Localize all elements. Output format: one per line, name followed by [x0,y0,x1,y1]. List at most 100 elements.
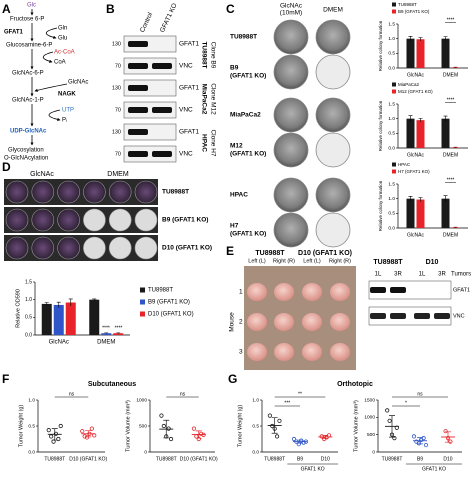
legend-label: M12 (GFAT1 KO) [398,89,433,94]
cell-line: MiaPaCa2 [200,84,207,115]
y-tick-label: 0.0 [388,225,395,231]
band-label: VNC [453,313,465,319]
error-bar [51,428,58,441]
y-tick-label: 1.0 [25,297,32,303]
clone: Clone B9 [209,42,216,69]
significance: **** [447,97,455,103]
error-bar [322,435,329,439]
column-header: (10mM) [280,10,302,17]
bar [41,303,52,335]
significance: ** [298,391,302,397]
error-bar [44,302,49,306]
data-point [80,429,85,434]
pathway-node: CoA [54,60,66,66]
panel-label: D [2,160,11,174]
x-tick-label: D10 [321,456,330,462]
y-tick-label: 1.5 [388,181,395,187]
data-point [89,426,94,431]
error-bar [453,66,458,68]
figure-content: A B C D E F G Glc Fructose 6-P GFAT1 Gln Glu Glucosa… [2,2,471,472]
y-tick-label: 0.5 [25,315,32,321]
error-bar [445,431,451,443]
y-tick-label: 0.5 [388,131,395,137]
well [31,208,55,232]
data-point [199,431,204,436]
group-header: TU8988T [373,259,403,266]
pathway-node: Fructose 6-P [10,17,44,23]
tumor [247,313,267,331]
panel-label: F [2,372,9,386]
significance: ns [180,391,186,397]
y-axis-label: Relative colony formation [378,100,383,151]
blot-band [414,313,430,319]
column-header: DMEM [107,171,129,178]
tumor [330,313,350,331]
x-tick-label: TU8988T [264,456,285,462]
blot-panel [123,35,177,53]
tumor [247,283,267,301]
x-tick-label: DMEM [443,152,458,158]
row-label: (GFAT1 KO) [230,151,266,158]
y-tick-label: 1.0 [388,196,395,202]
data-point [448,439,453,444]
error-bar [85,430,92,438]
colony-plate [315,132,351,168]
blot-band [390,287,406,293]
y-tick-label: 0.5 [388,211,395,217]
well [57,180,80,204]
error-bar [68,298,73,307]
bar [416,199,425,228]
pathway-node: GlcNAc-1-P [12,98,44,104]
x-tick-label: D10 [443,456,452,462]
y-tick-label: 0.0 [252,449,259,455]
x-tick-label: D10 (GFAT1 KO) [69,456,107,462]
y-tick-label: 0.0 [25,332,32,338]
y-axis-label: Tumor Volume (mm³) [353,400,359,452]
y-axis-label: Relative colony formation [378,180,383,231]
well [5,208,29,232]
legend-swatch [392,2,396,7]
y-tick-label: 0.5 [252,423,259,429]
colony-plate [315,54,351,90]
bar [441,118,450,148]
mw-marker: 130 [112,129,121,135]
colony-plate [273,97,309,133]
data-point [267,413,272,418]
panel-label: E [226,244,234,258]
error-bar [104,332,109,334]
x-tick-label: GlcNAc [49,340,69,346]
lane-label: 3R [394,272,402,278]
pathway-node: Ac-CoA [54,50,75,56]
mw-marker: 130 [112,85,121,91]
y-axis-label: Relative colony formation [378,20,383,71]
error-bar [163,419,170,439]
data-point [421,436,426,441]
x-tick-label: TU8988T [382,456,403,462]
well [108,180,132,204]
colony-plate [273,177,309,213]
panel-label: G [228,372,237,386]
column-header: GFAT1 KO [159,2,179,33]
x-tick-label: DMEM [443,72,458,78]
pathway-node: UDP-GlcNAc [10,129,47,135]
blot-band [152,151,172,157]
x-tick-label: GlcNAc [407,232,424,238]
error-bar [116,332,121,334]
lane-label: 3R [438,272,446,278]
pathway-node: UTP [62,108,74,114]
pathway-node: GlcNAc-6-P [12,71,44,77]
side-label: Left (L) [248,258,266,264]
well [134,208,158,232]
row-label: TU8988T [162,189,189,196]
well [31,236,55,260]
row-label: MiaPaCa2 [230,112,261,119]
group-label: GFAT1 KO [422,466,446,472]
mw-marker: 70 [115,107,121,113]
axis-label: Mouse [229,312,236,332]
error-bar [453,226,458,228]
tumor [302,343,322,361]
tumor [302,313,322,331]
well [57,208,80,232]
significance: *** [284,400,290,406]
colony-plate [315,97,351,133]
